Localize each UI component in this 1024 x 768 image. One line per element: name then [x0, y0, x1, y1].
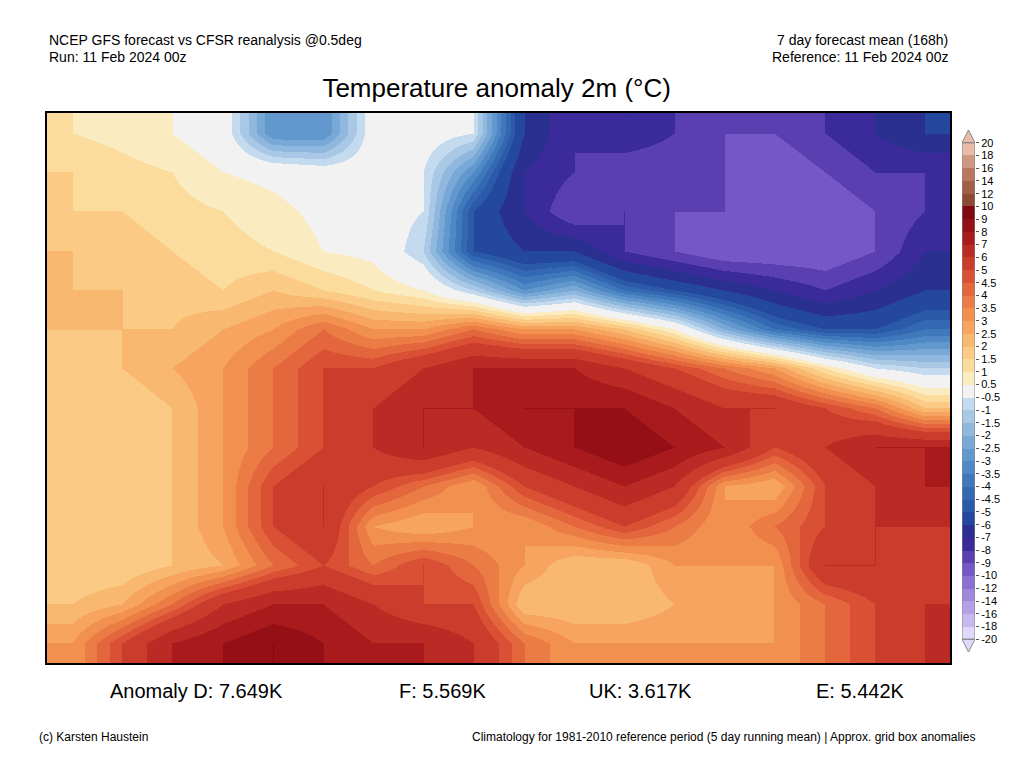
svg-text:4: 4 [981, 289, 987, 301]
svg-text:-3: -3 [981, 455, 991, 467]
svg-text:14: 14 [981, 175, 993, 187]
svg-text:12: 12 [981, 188, 993, 200]
svg-text:3: 3 [981, 315, 987, 327]
svg-text:7: 7 [981, 238, 987, 250]
svg-text:-10: -10 [981, 569, 997, 581]
svg-text:5: 5 [981, 264, 987, 276]
svg-text:4.5: 4.5 [981, 277, 996, 289]
svg-text:Run: 11 Feb 2024 00z: Run: 11 Feb 2024 00z [49, 49, 187, 65]
svg-text:-4: -4 [981, 480, 991, 492]
svg-text:7 day forecast mean (168h): 7 day forecast mean (168h) [777, 32, 948, 48]
svg-text:8: 8 [981, 226, 987, 238]
svg-text:18: 18 [981, 149, 993, 161]
svg-text:-1: -1 [981, 404, 991, 416]
svg-text:Climatology for 1981-2010 refe: Climatology for 1981-2010 reference peri… [472, 730, 975, 744]
svg-text:16: 16 [981, 162, 993, 174]
svg-text:9: 9 [981, 213, 987, 225]
svg-text:-2: -2 [981, 429, 991, 441]
svg-text:-2.5: -2.5 [981, 442, 1000, 454]
svg-text:3.5: 3.5 [981, 302, 996, 314]
svg-text:-5: -5 [981, 506, 991, 518]
svg-text:(c) Karsten Haustein: (c) Karsten Haustein [39, 730, 148, 744]
svg-text:-8: -8 [981, 544, 991, 556]
svg-text:-20: -20 [981, 633, 997, 645]
svg-text:-14: -14 [981, 595, 997, 607]
svg-text:-16: -16 [981, 608, 997, 620]
svg-text:-9: -9 [981, 557, 991, 569]
svg-text:-3.5: -3.5 [981, 468, 1000, 480]
svg-text:10: 10 [981, 200, 993, 212]
svg-text:1.5: 1.5 [981, 353, 996, 365]
svg-text:Temperature anomaly 2m (°C): Temperature anomaly 2m (°C) [322, 73, 671, 103]
svg-text:-6: -6 [981, 519, 991, 531]
svg-text:Anomaly D: 7.649K: Anomaly D: 7.649K [110, 680, 283, 702]
svg-text:-18: -18 [981, 620, 997, 632]
svg-text:-4.5: -4.5 [981, 493, 1000, 505]
svg-text:2: 2 [981, 340, 987, 352]
svg-text:NCEP GFS forecast vs CFSR rean: NCEP GFS forecast vs CFSR reanalysis @0.… [49, 32, 362, 48]
svg-text:Reference: 11 Feb 2024 00z: Reference: 11 Feb 2024 00z [772, 49, 948, 65]
svg-text:-7: -7 [981, 531, 991, 543]
svg-text:1: 1 [981, 366, 987, 378]
svg-text:2.5: 2.5 [981, 328, 996, 340]
svg-text:UK: 3.617K: UK: 3.617K [589, 680, 692, 702]
svg-text:-1.5: -1.5 [981, 417, 1000, 429]
svg-text:20: 20 [981, 137, 993, 149]
svg-text:E: 5.442K: E: 5.442K [816, 680, 905, 702]
svg-text:-0.5: -0.5 [981, 391, 1000, 403]
svg-text:0.5: 0.5 [981, 378, 996, 390]
svg-text:-12: -12 [981, 582, 997, 594]
svg-text:F: 5.569K: F: 5.569K [399, 680, 486, 702]
svg-text:6: 6 [981, 251, 987, 263]
